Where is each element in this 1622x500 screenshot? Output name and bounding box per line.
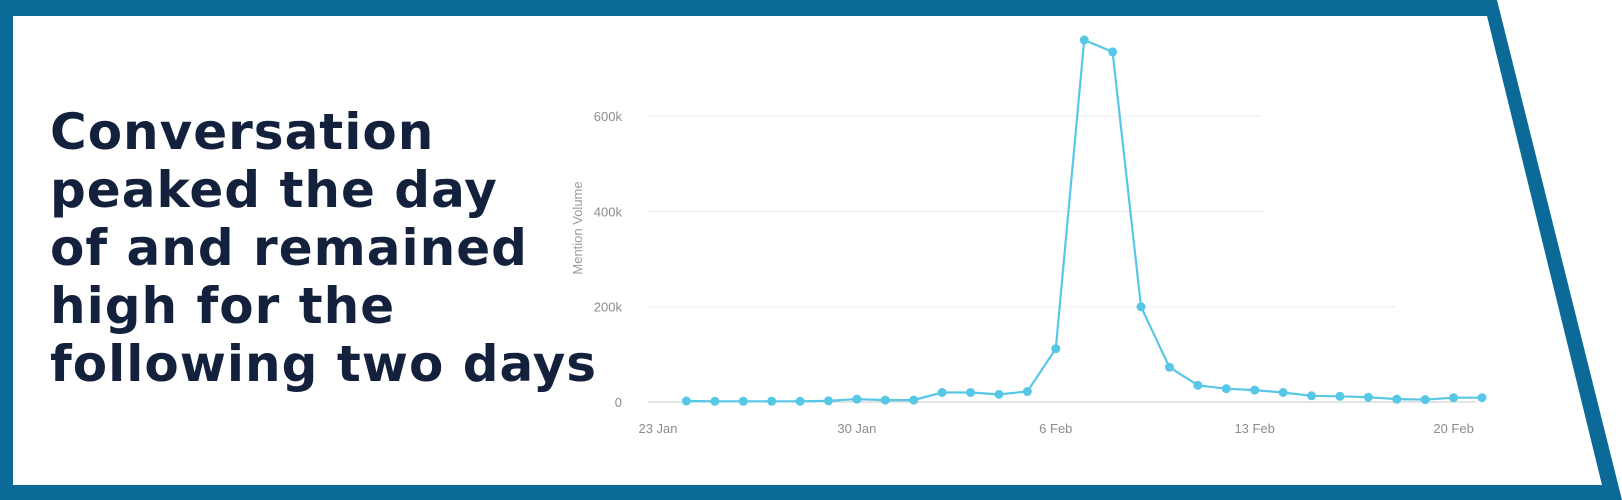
y-axis-label: Mention Volume xyxy=(570,181,585,274)
headline-line-5: following two days xyxy=(50,335,598,393)
headline-line-1: Conversation xyxy=(50,103,435,161)
data-point xyxy=(1164,362,1174,372)
data-point xyxy=(1307,391,1317,401)
headline: Conversation peaked the day of and remai… xyxy=(50,103,650,393)
x-tick-label: 13 Feb xyxy=(1234,421,1274,436)
data-point xyxy=(1363,392,1373,402)
data-point xyxy=(767,396,777,406)
x-tick-label: 20 Feb xyxy=(1433,421,1473,436)
grid-lines xyxy=(648,115,1476,403)
headline-line-3: of and remained xyxy=(50,219,528,277)
headline-line-2: peaked the day xyxy=(50,161,498,219)
y-tick-label: 200k xyxy=(594,300,623,315)
data-point xyxy=(994,389,1004,399)
y-tick-label: 600k xyxy=(594,109,623,124)
data-point xyxy=(1477,393,1487,403)
data-point xyxy=(880,395,890,405)
x-tick-label: 23 Jan xyxy=(638,421,677,436)
x-tick-label: 6 Feb xyxy=(1039,421,1072,436)
data-point xyxy=(1136,302,1146,312)
headline-line-4: high for the xyxy=(50,277,396,335)
y-axis-ticks: 0 200k 400k 600k xyxy=(594,109,623,410)
x-tick-label: 30 Jan xyxy=(837,421,876,436)
y-tick-label: 0 xyxy=(615,395,622,410)
data-point xyxy=(1449,393,1459,403)
data-point xyxy=(738,396,748,406)
data-point xyxy=(1420,395,1430,405)
data-point xyxy=(1250,385,1260,395)
data-point xyxy=(823,396,833,406)
data-point xyxy=(909,395,919,405)
x-axis-ticks: 23 Jan 30 Jan 6 Feb 13 Feb 20 Feb xyxy=(638,421,1473,436)
data-point xyxy=(1051,344,1061,354)
data-point xyxy=(1335,391,1345,401)
data-point xyxy=(1193,380,1203,390)
data-point xyxy=(852,394,862,404)
data-point xyxy=(795,396,805,406)
data-point xyxy=(1221,384,1231,394)
mention-volume-chart: 0 200k 400k 600k 23 Jan 30 Jan 6 Feb 13 Feb 20 … xyxy=(570,35,1487,436)
data-point xyxy=(681,396,691,406)
data-point xyxy=(710,396,720,406)
data-point xyxy=(1392,394,1402,404)
data-point xyxy=(966,387,976,397)
data-point xyxy=(1108,47,1118,57)
series-line xyxy=(686,38,1482,403)
data-points xyxy=(681,35,1487,406)
data-point xyxy=(1079,35,1089,45)
data-point xyxy=(1022,387,1032,397)
y-tick-label: 400k xyxy=(594,204,623,219)
data-point xyxy=(1278,387,1288,397)
data-point xyxy=(937,387,947,397)
